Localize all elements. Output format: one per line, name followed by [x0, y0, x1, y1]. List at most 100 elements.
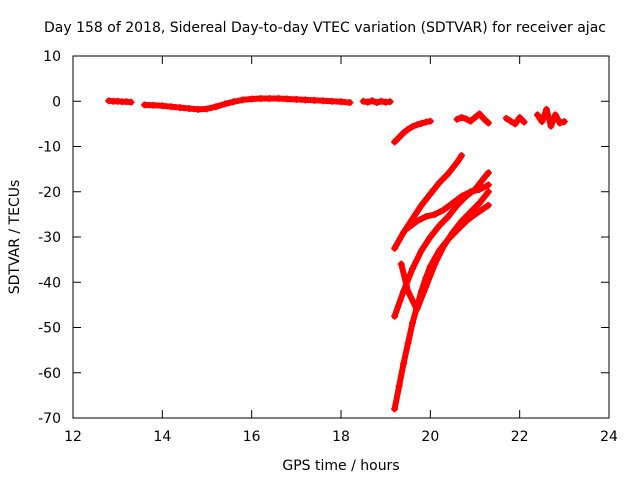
data-point — [426, 262, 434, 270]
data-point — [422, 118, 430, 126]
data-point — [435, 179, 443, 187]
data-point — [328, 97, 336, 105]
data-point — [511, 120, 519, 128]
data-point — [395, 133, 403, 141]
data-point — [400, 228, 408, 236]
data-point — [475, 199, 483, 207]
series-trace — [141, 95, 353, 113]
data-point — [391, 312, 399, 320]
series-11 — [391, 201, 492, 413]
y-tick-label: 0 — [52, 94, 61, 110]
series-6 — [534, 105, 568, 130]
data-point — [547, 122, 555, 130]
data-point — [212, 103, 220, 111]
data-point — [248, 95, 256, 103]
data-point — [310, 96, 318, 104]
x-tick-label: 18 — [332, 429, 350, 445]
series-4 — [453, 110, 492, 127]
data-point — [484, 201, 492, 209]
data-point — [507, 117, 515, 125]
axis-ticks: 12 14 16 18 20 22 24 10 0 -10 -20 -30 -40 -50 -60 -70 — [38, 49, 618, 445]
data-series — [105, 95, 568, 413]
series-9 — [391, 169, 492, 320]
data-point — [176, 104, 184, 112]
data-point — [480, 174, 488, 182]
data-point — [417, 201, 425, 209]
data-point — [475, 110, 483, 118]
data-point — [203, 105, 211, 113]
y-tick-label: -40 — [38, 275, 61, 291]
data-point — [520, 118, 528, 126]
x-tick-label: 20 — [421, 429, 439, 445]
data-point — [551, 111, 559, 119]
y-tick-label: -50 — [38, 321, 61, 337]
data-point — [484, 119, 492, 127]
data-point — [542, 105, 550, 113]
data-point — [426, 117, 434, 125]
data-point — [397, 260, 405, 268]
data-point — [417, 287, 425, 295]
y-tick-label: 10 — [43, 49, 61, 65]
data-point — [431, 210, 439, 218]
data-point — [444, 235, 452, 243]
data-point — [359, 97, 367, 105]
y-tick-label: -30 — [38, 230, 61, 246]
x-tick-label: 24 — [600, 429, 618, 445]
data-point — [458, 152, 466, 160]
data-point — [471, 114, 479, 122]
data-point — [458, 114, 466, 122]
data-point — [337, 98, 345, 106]
data-point — [422, 274, 430, 282]
data-point — [449, 199, 457, 207]
y-tick-label: -70 — [38, 411, 61, 427]
data-point — [408, 123, 416, 131]
data-point — [404, 287, 412, 295]
data-point — [194, 105, 202, 113]
data-point — [413, 217, 421, 225]
data-point — [158, 102, 166, 110]
series-5 — [502, 114, 528, 128]
series-2 — [359, 97, 394, 107]
data-point — [391, 405, 399, 413]
data-point — [292, 95, 300, 103]
data-point — [462, 217, 470, 225]
data-point — [140, 101, 148, 109]
data-point — [440, 206, 448, 214]
data-point — [364, 98, 372, 106]
x-tick-label: 16 — [243, 429, 261, 445]
data-point — [167, 103, 175, 111]
data-point — [484, 188, 492, 196]
data-point — [484, 181, 492, 189]
data-point — [127, 98, 135, 106]
data-point — [404, 339, 412, 347]
data-point — [502, 114, 510, 122]
y-tick-label: -60 — [38, 366, 61, 382]
data-point — [373, 99, 381, 107]
data-point — [395, 382, 403, 390]
series-trace — [391, 202, 492, 412]
data-point — [467, 117, 475, 125]
y-tick-label: -20 — [38, 185, 61, 201]
x-axis-label: GPS time / hours — [282, 458, 399, 474]
series-trace — [391, 169, 492, 320]
data-point — [408, 319, 416, 327]
data-point — [435, 222, 443, 230]
data-point — [453, 158, 461, 166]
x-tick-label: 14 — [153, 429, 171, 445]
plot-frame — [72, 55, 610, 419]
data-point — [444, 213, 452, 221]
data-point — [480, 115, 488, 123]
series-3 — [391, 117, 434, 146]
data-point — [408, 265, 416, 273]
data-point — [534, 111, 542, 119]
data-point — [400, 360, 408, 368]
series-1 — [140, 95, 354, 113]
data-point — [471, 185, 479, 193]
data-point — [368, 97, 376, 105]
data-point — [346, 99, 354, 107]
data-point — [283, 95, 291, 103]
x-tick-label: 12 — [64, 429, 82, 445]
data-point — [386, 98, 394, 106]
data-point — [422, 213, 430, 221]
